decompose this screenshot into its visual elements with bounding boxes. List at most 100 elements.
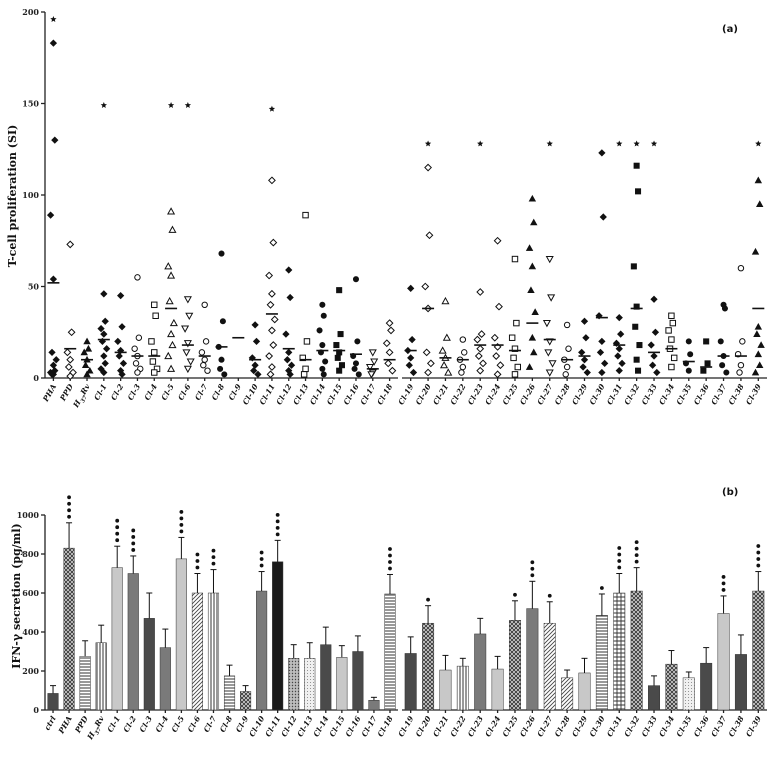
data-point (337, 331, 344, 338)
data-point (668, 363, 675, 371)
bar (439, 669, 452, 711)
x-tick-label: Cl-2 (122, 715, 138, 734)
data-point (282, 330, 290, 338)
data-point (614, 352, 622, 360)
data-point (580, 317, 589, 325)
x-tick-label: Cl-13 (291, 383, 310, 407)
data-point (51, 136, 59, 144)
data-point (459, 336, 467, 343)
data-point (407, 284, 415, 292)
panel-a-y-axis-label: T-cell proliferation (SI) (6, 125, 19, 268)
panel-a-axes: 0 50 100 150 200 (22, 7, 767, 383)
data-point (444, 368, 453, 376)
data-point (755, 361, 764, 369)
data-point (316, 327, 323, 334)
data-point (583, 368, 591, 377)
x-tick-label: Cl-21 (431, 715, 450, 739)
significance-dot (756, 557, 761, 561)
data-point (510, 354, 517, 362)
data-point (49, 275, 58, 283)
significance-dot (388, 547, 392, 551)
significance-dot (275, 532, 280, 537)
data-point (385, 319, 394, 328)
x-tick-label: Cl-22 (449, 383, 468, 407)
x-tick-label: Cl-23 (466, 715, 485, 739)
data-point (266, 370, 275, 379)
x-tick-label: Cl-34 (657, 383, 676, 407)
x-tick-label: Cl-8 (218, 714, 235, 734)
data-point (135, 334, 143, 341)
data-point (83, 370, 91, 378)
panel-a: (a) T-cell proliferation (SI) 0 50 100 150 2… (6, 7, 767, 411)
bar (404, 653, 417, 711)
data-point (490, 333, 499, 342)
x-tick-label: Cl-5 (159, 383, 175, 402)
bar (240, 691, 252, 711)
data-point (151, 349, 158, 356)
data-point (545, 369, 554, 377)
data-point (49, 361, 58, 369)
data-point (382, 339, 391, 348)
data-point (84, 344, 93, 352)
x-tick-label: Cl-28 (553, 382, 572, 407)
x-tick-label: Cl-24 (483, 382, 502, 406)
x-tick-label: Cl-39 (744, 382, 763, 407)
data-point (440, 360, 449, 369)
significance-dot (259, 557, 264, 561)
bar (474, 633, 487, 711)
bar (422, 622, 435, 711)
data-point (204, 367, 211, 374)
data-point (63, 348, 72, 357)
x-tick-label: PHA (56, 714, 74, 736)
panel-b-y-axis-label: IFN-γ secretion (pg/ml) (10, 523, 23, 668)
x-tick-label: Cl-22 (449, 715, 468, 739)
data-point (266, 300, 275, 309)
significance-dot (195, 559, 200, 563)
significance-dot (131, 541, 136, 546)
significance-dot (195, 552, 200, 557)
x-tick-label: PHA (41, 382, 59, 404)
data-point (757, 341, 765, 348)
data-point (578, 348, 586, 357)
data-point (66, 355, 75, 364)
data-point (476, 366, 485, 375)
data-point (165, 296, 174, 305)
data-point (269, 238, 278, 247)
data-point (408, 335, 416, 344)
data-point (131, 345, 138, 352)
data-point (186, 358, 195, 366)
significance-dot (275, 512, 280, 517)
data-point (302, 365, 309, 373)
data-point (751, 247, 760, 255)
data-point (300, 371, 308, 378)
data-point (751, 368, 760, 376)
data-point (615, 367, 623, 375)
significance-dot (259, 550, 264, 555)
data-point (181, 325, 190, 333)
data-point (251, 321, 259, 329)
data-point (719, 362, 726, 369)
significance-dot (211, 561, 216, 566)
bar (352, 651, 364, 711)
significance-dot (617, 559, 622, 563)
x-tick-label: Cl-9 (227, 382, 244, 402)
data-point (544, 349, 553, 357)
outlier-star (268, 105, 276, 112)
data-point (648, 361, 657, 369)
data-point (492, 352, 501, 360)
significance-dot (211, 548, 216, 553)
x-tick-label: Cl-32 (622, 383, 641, 407)
x-tick-label: Cl-35 (675, 715, 694, 739)
data-point (101, 317, 109, 325)
x-tick-label: Cl-11 (258, 383, 277, 407)
data-point (635, 188, 642, 195)
data-point (265, 352, 274, 360)
data-point (100, 330, 108, 338)
data-point (755, 200, 764, 208)
data-point (598, 149, 606, 157)
data-point (530, 218, 538, 226)
data-point (368, 349, 377, 357)
x-tick-label: Cl-18 (375, 382, 394, 407)
x-tick-label: Cl-19 (396, 714, 415, 739)
data-point (615, 313, 623, 322)
